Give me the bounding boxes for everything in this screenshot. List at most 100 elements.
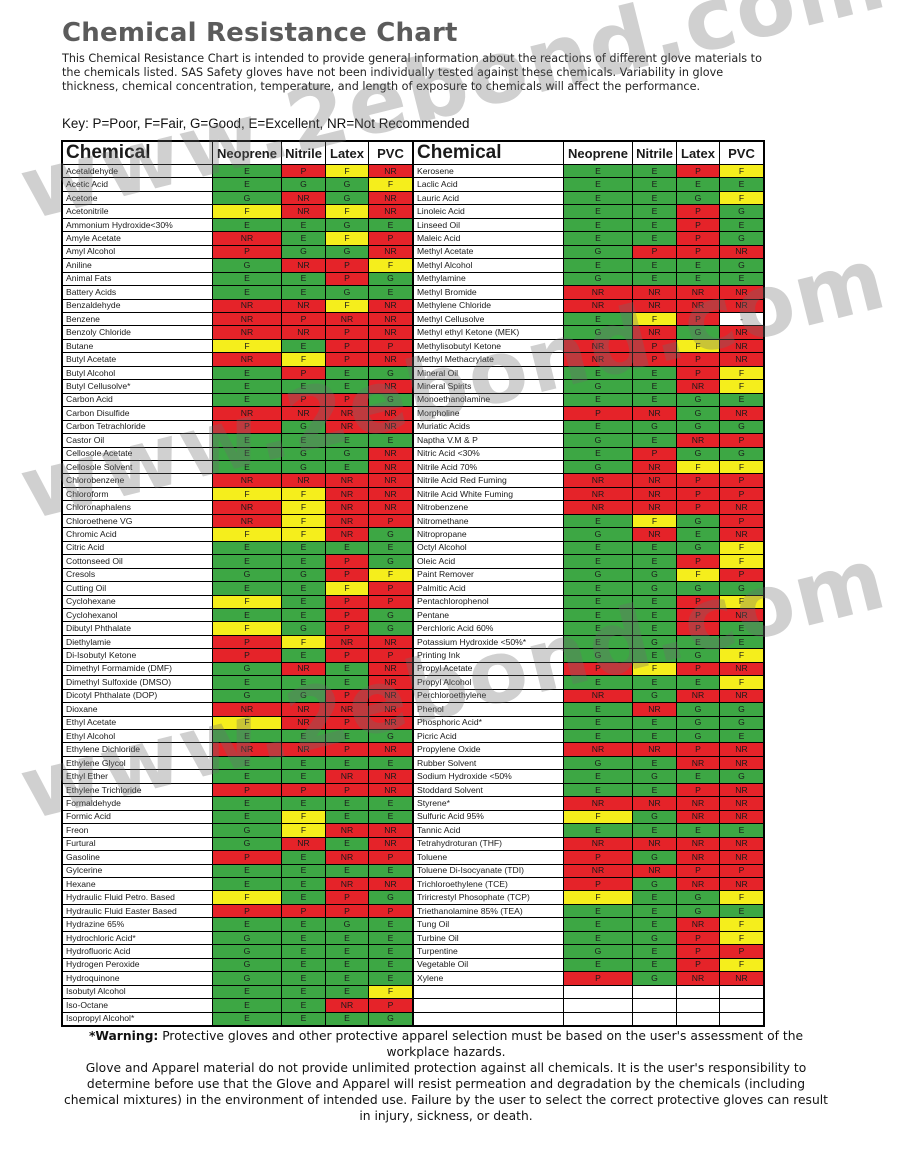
chemical-name: Palmitic Acid <box>413 581 564 596</box>
nitrile-rating: E <box>281 769 326 784</box>
neoprene-rating: NR <box>563 338 633 354</box>
nitrile-rating: E <box>632 365 677 381</box>
table-row: Iso-Octane E E NR P <box>62 998 413 1013</box>
pvc-rating: P <box>368 231 413 246</box>
table-row: Ethylene Dichloride NR NR P NR <box>62 742 413 757</box>
chemical-name: Lauric Acid <box>413 190 564 206</box>
latex-rating: E <box>325 661 369 677</box>
latex-rating: NR <box>676 836 720 852</box>
table-row: Styrene* NR NR NR NR <box>413 796 764 811</box>
pvc-rating: E <box>368 944 413 959</box>
pvc-rating: NR <box>719 688 764 704</box>
table-row: Pentachlorophenol E E P F <box>413 594 764 609</box>
chemical-name: Methyl Bromide <box>413 285 564 300</box>
latex-rating: NR <box>676 971 720 986</box>
nitrile-rating: P <box>632 352 677 367</box>
neoprene-rating: NR <box>563 742 633 757</box>
chemical-name: Benzaldehyde <box>62 298 213 314</box>
table-row: Paint Remover G G F P <box>413 567 764 583</box>
latex-rating: E <box>325 984 369 1000</box>
pvc-rating: NR <box>368 715 413 731</box>
chemical-name: Acetaldehyde <box>62 163 213 179</box>
nitrile-rating: E <box>281 594 326 609</box>
pvc-rating: NR <box>368 298 413 314</box>
table-row: Ethylene Glycol E E E E <box>62 755 413 771</box>
neoprene-rating: E <box>563 729 633 744</box>
chemical-name: Nitrile Acid White Fuming <box>413 486 564 502</box>
latex-rating: G <box>676 903 720 919</box>
neoprene-rating: E <box>212 540 282 556</box>
latex-rating: G <box>676 540 720 556</box>
latex-rating: P <box>325 782 369 798</box>
table-row: Propyl Alcohol E E E F <box>413 675 764 690</box>
nitrile-rating <box>632 1011 677 1027</box>
latex-rating: E <box>325 459 369 475</box>
nitrile-rating: E <box>632 190 677 206</box>
chemical-name: Chlorobenzene <box>62 473 213 488</box>
table-row: Hydrochloric Acid* G E E E <box>62 930 413 946</box>
neoprene-rating: P <box>212 244 282 260</box>
nitrile-rating: F <box>632 513 677 529</box>
neoprene-rating: E <box>212 365 282 381</box>
neoprene-rating: E <box>563 446 633 461</box>
latex-rating: NR <box>676 298 720 314</box>
nitrile-rating: F <box>281 486 326 502</box>
neoprene-rating: F <box>212 338 282 354</box>
table-row: Hexane E E NR NR <box>62 876 413 892</box>
pvc-rating: G <box>719 715 764 731</box>
neoprene-rating: G <box>563 325 633 340</box>
neoprene-rating: NR <box>212 325 282 340</box>
pvc-rating: P <box>719 513 764 529</box>
column-header-nitrile: Nitrile <box>632 141 677 165</box>
pvc-rating: NR <box>719 755 764 771</box>
pvc-rating: G <box>368 729 413 744</box>
nitrile-rating: E <box>632 823 677 838</box>
neoprene-rating: E <box>212 554 282 569</box>
neoprene-rating: G <box>563 755 633 771</box>
chemical-name: Chloroform <box>62 486 213 502</box>
nitrile-rating: NR <box>632 473 677 488</box>
chemical-name: Propylene Oxide <box>413 742 564 757</box>
latex-rating: E <box>676 177 720 192</box>
latex-rating: P <box>676 661 720 677</box>
chemical-name: Gasoline <box>62 850 213 865</box>
table-row: Lauric Acid E E G F <box>413 190 764 206</box>
table-row: Stoddard Solvent E E P NR <box>413 782 764 798</box>
table-row: Chlorobenzene NR NR NR NR <box>62 473 413 488</box>
latex-rating: NR <box>325 769 369 784</box>
table-row: Turpentine G E P P <box>413 944 764 959</box>
nitrile-rating: NR <box>281 258 326 273</box>
latex-rating: P <box>676 486 720 502</box>
neoprene-rating: NR <box>212 500 282 515</box>
table-row: Printing Ink G E G F <box>413 648 764 663</box>
pvc-rating: F <box>719 379 764 394</box>
nitrile-rating: G <box>281 621 326 636</box>
pvc-rating: P <box>368 998 413 1013</box>
table-row: Cottonseed Oil E E P G <box>62 554 413 569</box>
chemical-name: Stoddard Solvent <box>413 782 564 798</box>
nitrile-rating: G <box>281 567 326 583</box>
chemical-name: Methyl ethyl Ketone (MEK) <box>413 325 564 340</box>
nitrile-rating: F <box>281 823 326 838</box>
neoprene-rating: P <box>212 782 282 798</box>
table-row: Naptha V.M & P G E NR P <box>413 433 764 448</box>
neoprene-rating: G <box>563 648 633 663</box>
neoprene-rating: NR <box>212 513 282 529</box>
latex-rating: E <box>325 365 369 381</box>
table-row: Linseed Oil E E P E <box>413 217 764 233</box>
nitrile-rating: NR <box>632 298 677 314</box>
chemical-name: Amyl Alcohol <box>62 244 213 260</box>
chemical-name: Gylcerine <box>62 863 213 879</box>
chemical-name: Butyl Alcohol <box>62 365 213 381</box>
pvc-rating: NR <box>368 782 413 798</box>
table-row <box>413 998 764 1013</box>
latex-rating: P <box>676 365 720 381</box>
latex-rating: P <box>676 500 720 515</box>
nitrile-rating: P <box>632 244 677 260</box>
nitrile-rating: G <box>632 688 677 704</box>
neoprene-rating: E <box>563 675 633 690</box>
pvc-rating: G <box>368 365 413 381</box>
chemical-name: Methyl Acetate <box>413 244 564 260</box>
table-row: Linoleic Acid E E P G <box>413 204 764 219</box>
table-row: Methylamine G E E E <box>413 271 764 287</box>
